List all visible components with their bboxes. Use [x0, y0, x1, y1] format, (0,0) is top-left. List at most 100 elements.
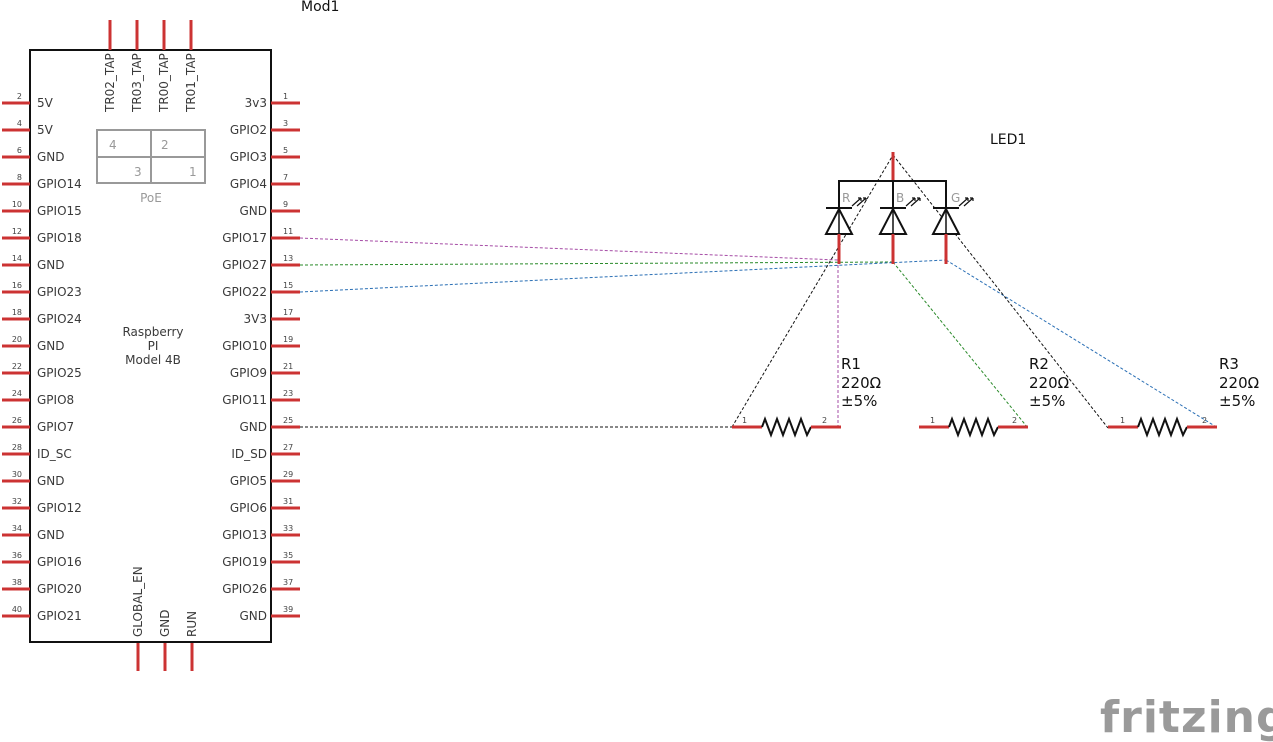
left-pin-6[interactable]: 6 GND: [2, 146, 65, 164]
pin-label: GPIO8: [37, 393, 74, 407]
right-pin-17[interactable]: 17 3V3: [244, 308, 300, 326]
pin-label: GPIO7: [37, 420, 74, 434]
pin-label: GPIO23: [37, 285, 82, 299]
wire-gpio22-g[interactable]: [299, 259, 947, 293]
bottom-pin-gnd[interactable]: GND: [158, 609, 172, 671]
bottom-pin-run[interactable]: RUN: [185, 611, 199, 671]
right-pin-7[interactable]: 7 GPIO4: [230, 173, 300, 191]
right-pin-27[interactable]: 27 ID_SD: [231, 443, 300, 461]
left-pin-32[interactable]: 32 GPIO12: [2, 497, 82, 515]
right-pin-33[interactable]: 33 GPIO13: [222, 524, 300, 542]
right-pin-3[interactable]: 3 GPIO2: [230, 119, 300, 137]
left-pin-34[interactable]: 34 GND: [2, 524, 65, 542]
top-pin-tr01_tap[interactable]: TR01_TAP: [184, 20, 198, 113]
pin-label: GPIO15: [37, 204, 82, 218]
pin-label: GPIO14: [37, 177, 82, 191]
r3-ref: R3: [1219, 355, 1239, 373]
left-pin-36[interactable]: 36 GPIO16: [2, 551, 82, 569]
left-pin-12[interactable]: 12 GPIO18: [2, 227, 82, 245]
right-pin-9[interactable]: 9 GND: [239, 200, 300, 218]
right-pin-5[interactable]: 5 GPIO3: [230, 146, 300, 164]
wire-b-r2[interactable]: [892, 261, 1029, 429]
pin-label: TR02_TAP: [103, 53, 117, 113]
right-pin-37[interactable]: 37 GPIO26: [222, 578, 300, 596]
pin-number: 37: [283, 578, 293, 587]
pin-number: 27: [283, 443, 293, 452]
right-pin-25[interactable]: 25 GND: [239, 416, 300, 434]
wire-g-r3[interactable]: [945, 259, 1219, 429]
led-channel-g: G: [951, 191, 960, 205]
left-pin-30[interactable]: 30 GND: [2, 470, 65, 488]
poe-cell-3: 3: [134, 165, 142, 179]
right-pin-31[interactable]: 31 GPIO6: [230, 497, 300, 515]
wire-gpio27-b[interactable]: [299, 261, 894, 266]
right-pin-23[interactable]: 23 GPIO11: [222, 389, 300, 407]
left-pin-18[interactable]: 18 GPIO24: [2, 308, 82, 326]
pin-label: ID_SD: [231, 447, 267, 461]
led-diode-r: R: [824, 191, 867, 264]
top-pin-tr03_tap[interactable]: TR03_TAP: [130, 20, 144, 113]
bottom-pin-header: GLOBAL_EN GND RUN: [131, 566, 199, 671]
left-pin-24[interactable]: 24 GPIO8: [2, 389, 74, 407]
pin-number: 38: [12, 578, 22, 587]
resistor-r1[interactable]: R1 220Ω ±5% 1 2: [732, 355, 881, 438]
pin-label: TR01_TAP: [184, 53, 198, 113]
pin-number: 40: [12, 605, 22, 614]
right-pin-29[interactable]: 29 GPIO5: [230, 470, 300, 488]
wire-led-common-r3[interactable]: [892, 154, 1109, 429]
r1-ref: R1: [841, 355, 861, 373]
pin-label: GPIO6: [230, 501, 267, 515]
pin-number: 28: [12, 443, 22, 452]
r3-value: 220Ω: [1219, 374, 1259, 392]
resistor-r3[interactable]: R3 220Ω ±5% 1 2: [1108, 355, 1259, 438]
left-pin-26[interactable]: 26 GPIO7: [2, 416, 74, 434]
pin-label: GND: [37, 474, 65, 488]
right-pin-15[interactable]: 15 GPIO22: [222, 281, 300, 299]
right-pin-21[interactable]: 21 GPIO9: [230, 362, 300, 380]
right-pin-1[interactable]: 1 3v3: [245, 92, 300, 110]
pin-label: GPIO21: [37, 609, 82, 623]
pin-number: 6: [17, 146, 22, 155]
pin-number: 31: [283, 497, 293, 506]
wire-r1-led-common[interactable]: [731, 154, 894, 428]
right-pin-13[interactable]: 13 GPIO27: [222, 254, 300, 272]
top-pin-tr02_tap[interactable]: TR02_TAP: [103, 20, 117, 113]
r2-ref: R2: [1029, 355, 1049, 373]
left-pin-10[interactable]: 10 GPIO15: [2, 200, 82, 218]
wire-gpio17-r[interactable]: [299, 237, 839, 261]
pin-label: RUN: [185, 611, 199, 637]
rgb-led[interactable]: LED1 R B G: [824, 132, 1026, 264]
right-pin-header: 1 3v3 3 GPIO2 5 GPIO3 7 GPIO4 9 GND 11 GPIO17 13 GPIO…: [222, 92, 300, 623]
pin-label: GPIO27: [222, 258, 267, 272]
left-pin-4[interactable]: 4 5V: [2, 119, 54, 137]
left-pin-38[interactable]: 38 GPIO20: [2, 578, 82, 596]
left-pin-8[interactable]: 8 GPIO14: [2, 173, 82, 191]
pin-label: GND: [37, 150, 65, 164]
left-pin-2[interactable]: 2 5V: [2, 92, 54, 110]
pin-label: ID_SC: [37, 447, 72, 461]
resistor-r2[interactable]: R2 220Ω ±5% 1 2: [919, 355, 1069, 438]
pin-number: 7: [283, 173, 288, 182]
pin-number: 4: [17, 119, 22, 128]
pin-label: GPIO22: [222, 285, 267, 299]
left-pin-22[interactable]: 22 GPIO25: [2, 362, 82, 380]
right-pin-35[interactable]: 35 GPIO19: [222, 551, 300, 569]
pin-label: 5V: [37, 123, 54, 137]
left-pin-14[interactable]: 14 GND: [2, 254, 65, 272]
right-pin-19[interactable]: 19 GPIO10: [222, 335, 300, 353]
bottom-pin-global_en[interactable]: GLOBAL_EN: [131, 566, 145, 671]
left-pin-28[interactable]: 28 ID_SC: [2, 443, 72, 461]
right-pin-11[interactable]: 11 GPIO17: [222, 227, 300, 245]
r3-pin2: 2: [1202, 416, 1207, 425]
left-pin-20[interactable]: 20 GND: [2, 335, 65, 353]
pin-number: 29: [283, 470, 293, 479]
led-channel-b: B: [896, 191, 904, 205]
poe-cell-1: 1: [189, 165, 197, 179]
pin-number: 30: [12, 470, 22, 479]
right-pin-39[interactable]: 39 GND: [239, 605, 300, 623]
top-pin-tr00_tap[interactable]: TR00_TAP: [157, 20, 171, 113]
left-pin-40[interactable]: 40 GPIO21: [2, 605, 82, 623]
left-pin-16[interactable]: 16 GPIO23: [2, 281, 82, 299]
pin-label: GPIO20: [37, 582, 82, 596]
pin-label: GND: [239, 609, 267, 623]
